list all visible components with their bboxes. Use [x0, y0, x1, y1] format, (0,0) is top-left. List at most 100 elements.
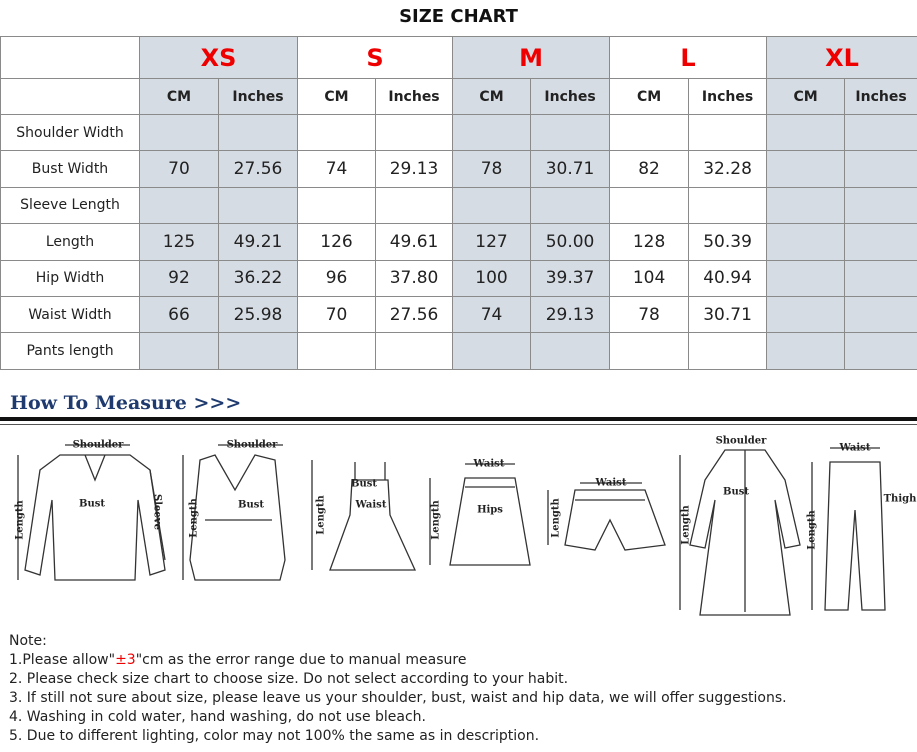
size-header: M — [452, 36, 611, 79]
data-row: Bust Width 70 27.56 74 29.13 78 30.71 82 32.28 — [0, 150, 917, 188]
measure-label: Waist — [473, 459, 505, 470]
unit-header: CM — [297, 78, 377, 115]
measure-figures: Shoulder Bust Length Sleeve Shoulder Bust Leng… — [15, 436, 917, 616]
cell — [452, 332, 532, 370]
size-row: XS S M L XL — [0, 36, 917, 79]
data-row: Length 125 49.21 126 49.61 127 50.00 128 50.39 — [0, 223, 917, 261]
cell: 37.80 — [375, 259, 454, 297]
note-text: "cm as the error range due to manual mea… — [135, 652, 467, 668]
measure-label: Waist — [595, 478, 627, 489]
row-label: Length — [0, 223, 140, 261]
cell: 49.21 — [217, 223, 299, 261]
size-header: L — [609, 36, 768, 79]
cell — [766, 113, 846, 152]
cell — [375, 332, 454, 370]
cell: 32.28 — [688, 150, 768, 188]
measure-label: Length — [15, 499, 26, 539]
cell — [844, 259, 917, 297]
cell — [139, 186, 219, 225]
cell: 126 — [297, 223, 377, 261]
cell: 30.71 — [688, 295, 768, 334]
cell — [139, 332, 219, 370]
cell: 92 — [139, 259, 219, 297]
cell: 39.37 — [530, 259, 611, 297]
cell: 27.56 — [375, 295, 454, 334]
cell — [609, 332, 690, 370]
note-line: 1.Please allow"±3"cm as the error range … — [9, 651, 787, 670]
cell — [766, 223, 846, 261]
cell: 30.71 — [530, 150, 611, 188]
cell: 70 — [139, 150, 219, 188]
size-header: S — [297, 36, 454, 79]
corner-cell — [0, 78, 140, 115]
cell — [766, 332, 846, 370]
measure-label: Length — [431, 499, 442, 539]
title: SIZE CHART — [399, 6, 518, 27]
cell — [844, 186, 917, 225]
unit-header: Inches — [375, 78, 454, 115]
unit-header: Inches — [530, 78, 611, 115]
row-label: Sleeve Length — [0, 186, 140, 225]
cell — [609, 113, 690, 152]
note-text: 1.Please allow" — [9, 652, 116, 668]
garment-outlines — [17, 444, 886, 616]
cell — [452, 113, 532, 152]
data-row: Shoulder Width — [0, 113, 917, 152]
cell: 128 — [609, 223, 690, 261]
corner-cell — [0, 36, 140, 79]
size-table: XS S M L XL CM Inches CM Inches CM Inches CM Inches C… — [0, 36, 917, 370]
note-line: 3. If still not sure about size, please … — [9, 690, 787, 706]
cell — [766, 150, 846, 188]
cell: 36.22 — [217, 259, 299, 297]
cell — [688, 332, 768, 370]
note-line: 4. Washing in cold water, hand washing, … — [9, 709, 426, 725]
size-header: XL — [766, 36, 917, 79]
cell: 70 — [297, 295, 377, 334]
measure-label: Waist — [839, 443, 871, 454]
cell — [844, 295, 917, 334]
cell: 27.56 — [217, 150, 299, 188]
unit-header: CM — [139, 78, 219, 115]
row-label: Shoulder Width — [0, 113, 140, 152]
cell — [530, 186, 611, 225]
measure-label: Bust — [351, 479, 377, 490]
cell: 100 — [452, 259, 532, 297]
unit-row: CM Inches CM Inches CM Inches CM Inches CM Inches — [0, 78, 917, 115]
cell: 66 — [139, 295, 219, 334]
cell: 125 — [139, 223, 219, 261]
note-highlight: ±3 — [115, 652, 136, 668]
unit-header: CM — [609, 78, 690, 115]
cell: 96 — [297, 259, 377, 297]
cell — [530, 332, 611, 370]
data-row: Pants length — [0, 332, 917, 370]
cell: 49.61 — [375, 223, 454, 261]
data-row: Waist Width 66 25.98 70 27.56 74 29.13 78 30.71 — [0, 295, 917, 334]
measure-label: Shoulder — [73, 440, 125, 451]
cell — [844, 332, 917, 370]
cell — [844, 223, 917, 261]
rule — [0, 424, 917, 425]
cell — [452, 186, 532, 225]
unit-header: Inches — [688, 78, 768, 115]
note-title: Note: — [9, 633, 47, 649]
cell — [609, 186, 690, 225]
cell — [297, 332, 377, 370]
unit-header: Inches — [844, 78, 917, 115]
row-label: Hip Width — [0, 259, 140, 297]
cell — [217, 186, 299, 225]
cell — [766, 259, 846, 297]
cell: 40.94 — [688, 259, 768, 297]
cell: 78 — [609, 295, 690, 334]
measure-label: Length — [189, 497, 200, 537]
row-label: Pants length — [0, 332, 140, 370]
measure-label: Length — [551, 497, 562, 537]
measure-label: Bust — [723, 487, 749, 498]
cell: 50.39 — [688, 223, 768, 261]
cell — [297, 113, 377, 152]
cell — [766, 295, 846, 334]
measure-heading: How To Measure >>> — [10, 392, 242, 414]
cell — [375, 113, 454, 152]
cell: 82 — [609, 150, 690, 188]
measure-label: Bust — [238, 500, 264, 511]
measure-label: Length — [681, 504, 692, 544]
